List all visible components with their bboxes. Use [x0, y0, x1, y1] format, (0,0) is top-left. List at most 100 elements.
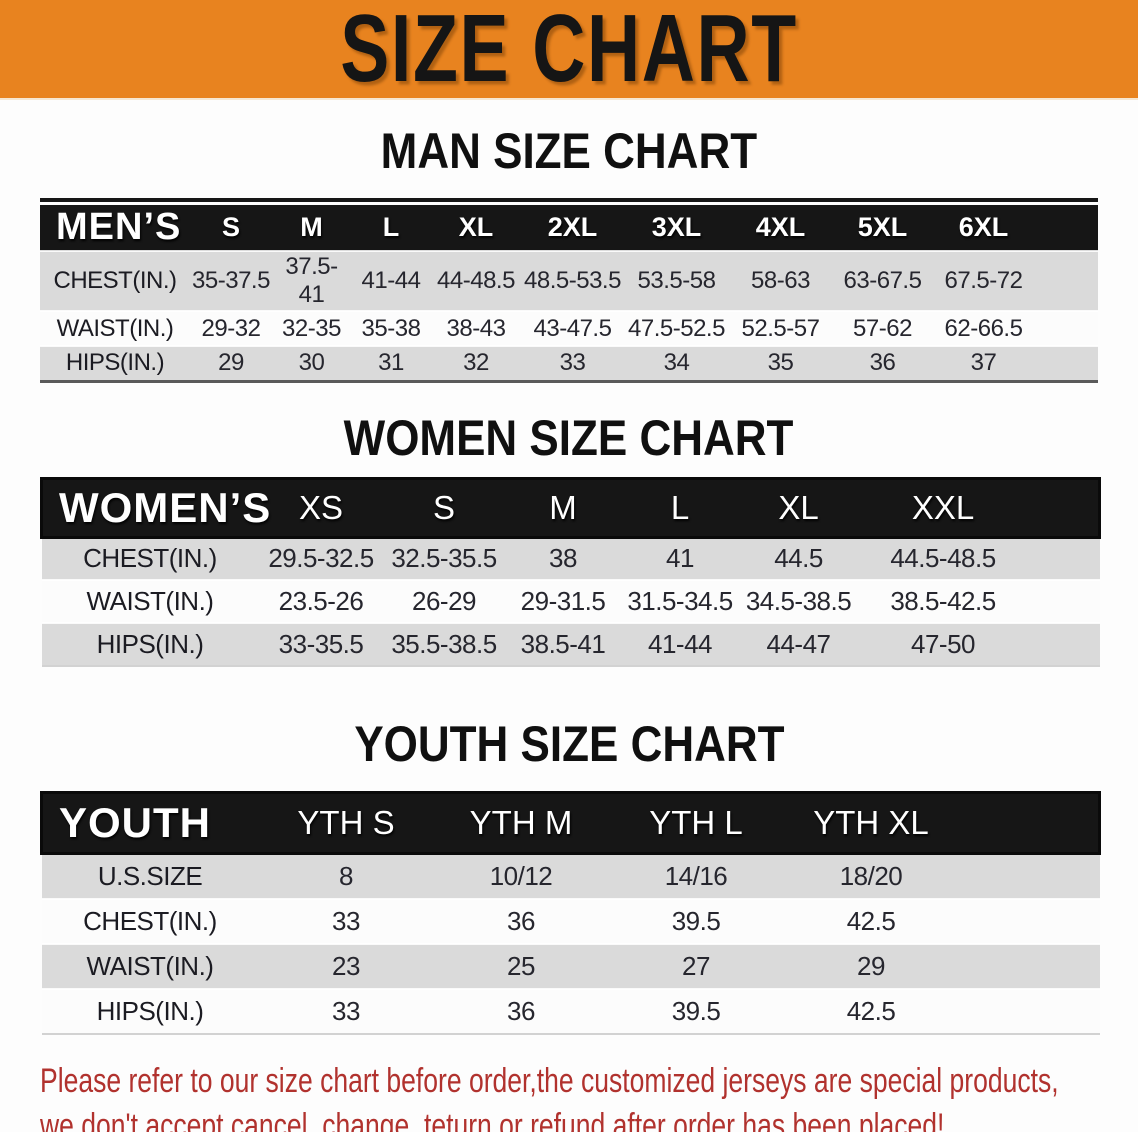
size-value: 29-32 [190, 310, 272, 346]
men-row-hips: HIPS(IN.) 29 30 31 32 33 34 35 36 37 [40, 345, 1098, 381]
row-filler [1034, 345, 1098, 381]
men-row-waist: WAIST(IN.) 29-32 32-35 35-38 38-43 43-47… [40, 310, 1098, 346]
size-value: 41-44 [351, 250, 431, 311]
size-value: 23.5-26 [258, 579, 384, 623]
size-value: 37.5-41 [272, 250, 351, 311]
size-value: 14/16 [608, 852, 784, 899]
col-header-yth-xl: YTH XL [783, 792, 959, 854]
row-label: HIPS(IN.) [40, 345, 190, 381]
col-header-l: L [621, 478, 739, 537]
disclaimer-line-1: Please refer to our size chart before or… [40, 1061, 1059, 1100]
col-header-xxl: XXL [858, 478, 1028, 537]
col-header-xs: XS [258, 478, 384, 537]
row-filler [1027, 622, 1100, 666]
women-row-waist: WAIST(IN.) 23.5-26 26-29 29-31.5 31.5-34… [41, 579, 1100, 623]
row-filler [958, 852, 1100, 899]
women-table-label: WOMEN’S [41, 478, 270, 537]
youth-chart-heading: YOUTH SIZE CHART [0, 719, 1138, 769]
page-title: SIZE CHART [340, 0, 798, 103]
size-value: 37 [933, 345, 1034, 381]
banner: SIZE CHART [0, 0, 1138, 103]
size-value: 63-67.5 [832, 250, 933, 311]
men-size-table: MEN’S S M L XL 2XL 3XL 4XL 5XL 6XL CHEST… [40, 198, 1098, 383]
size-value: 25 [433, 942, 609, 989]
youth-row-waist: WAIST(IN.) 23 25 27 29 [41, 942, 1100, 989]
size-value: 39.5 [608, 897, 784, 944]
col-header-4xl: 4XL [729, 205, 832, 251]
col-header-yth-l: YTH L [608, 792, 784, 854]
col-header-yth-m: YTH M [433, 792, 609, 854]
men-table-label: MEN’S [40, 205, 190, 251]
row-filler [958, 897, 1100, 944]
size-value: 53.5-58 [624, 250, 729, 311]
size-value: 44.5 [738, 536, 859, 580]
size-value: 38 [504, 536, 622, 580]
size-value: 26-29 [383, 579, 505, 623]
size-value: 32 [431, 345, 521, 381]
size-value: 23 [258, 942, 434, 989]
size-value: 34 [624, 345, 729, 381]
row-label: WAIST(IN.) [40, 310, 190, 346]
col-header-l: L [351, 205, 431, 251]
size-value: 48.5-53.5 [521, 250, 624, 311]
men-chart-heading: MAN SIZE CHART [0, 126, 1138, 176]
size-value: 29-31.5 [504, 579, 622, 623]
size-value: 42.5 [783, 987, 959, 1034]
row-filler [1034, 310, 1098, 346]
col-header-m: M [504, 478, 622, 537]
size-value: 30 [272, 345, 351, 381]
size-value: 29 [190, 345, 272, 381]
col-header-6xl: 6XL [933, 205, 1034, 251]
size-value: 29 [783, 942, 959, 989]
size-value: 43-47.5 [521, 310, 624, 346]
youth-chart-heading-text: YOUTH SIZE CHART [353, 716, 785, 772]
size-value: 44-47 [738, 622, 859, 666]
size-value: 67.5-72 [933, 250, 1034, 311]
size-value: 35-38 [351, 310, 431, 346]
size-value: 35-37.5 [190, 250, 272, 311]
women-header-row: WOMEN’S XS S M L XL XXL [41, 478, 1100, 537]
col-header-m: M [272, 205, 351, 251]
size-value: 62-66.5 [933, 310, 1034, 346]
size-value: 18/20 [783, 852, 959, 899]
size-value: 38-43 [431, 310, 521, 346]
row-filler [1027, 536, 1100, 580]
women-row-chest: CHEST(IN.) 29.5-32.5 32.5-35.5 38 41 44.… [41, 536, 1100, 580]
youth-row-us-size: U.S.SIZE 8 10/12 14/16 18/20 [41, 852, 1100, 899]
row-label: WAIST(IN.) [41, 579, 259, 623]
header-filler [958, 792, 1100, 854]
size-value: 47-50 [858, 622, 1028, 666]
size-value: 34.5-38.5 [738, 579, 859, 623]
size-value: 38.5-42.5 [858, 579, 1028, 623]
women-size-table: WOMEN’S XS S M L XL XXL CHEST(IN.) 29.5-… [40, 477, 1100, 668]
youth-row-chest: CHEST(IN.) 33 36 39.5 42.5 [41, 897, 1100, 944]
row-label: HIPS(IN.) [41, 622, 259, 666]
size-value: 38.5-41 [504, 622, 622, 666]
row-label: WAIST(IN.) [41, 942, 259, 989]
row-label: CHEST(IN.) [41, 897, 259, 944]
size-value: 29.5-32.5 [258, 536, 384, 580]
size-value: 41-44 [621, 622, 739, 666]
women-chart-heading-text: WOMEN SIZE CHART [344, 409, 794, 466]
col-header-s: S [190, 205, 272, 251]
row-filler [958, 987, 1100, 1034]
women-chart-heading: WOMEN SIZE CHART [0, 413, 1138, 463]
size-value: 35 [729, 345, 832, 381]
size-value: 58-63 [729, 250, 832, 311]
row-label: CHEST(IN.) [40, 250, 190, 311]
men-chart-heading-text: MAN SIZE CHART [380, 123, 758, 179]
size-value: 33-35.5 [258, 622, 384, 666]
size-value: 33 [258, 987, 434, 1034]
col-header-xl: XL [431, 205, 521, 251]
row-filler [1027, 579, 1100, 623]
header-filler [1034, 205, 1098, 251]
size-value: 36 [433, 987, 609, 1034]
size-value: 39.5 [608, 987, 784, 1034]
disclaimer: Please refer to our size chart before or… [40, 1059, 1138, 1132]
header-filler [1027, 478, 1100, 537]
size-value: 35.5-38.5 [383, 622, 505, 666]
size-value: 8 [258, 852, 434, 899]
col-header-xl: XL [738, 478, 859, 537]
size-value: 47.5-52.5 [624, 310, 729, 346]
